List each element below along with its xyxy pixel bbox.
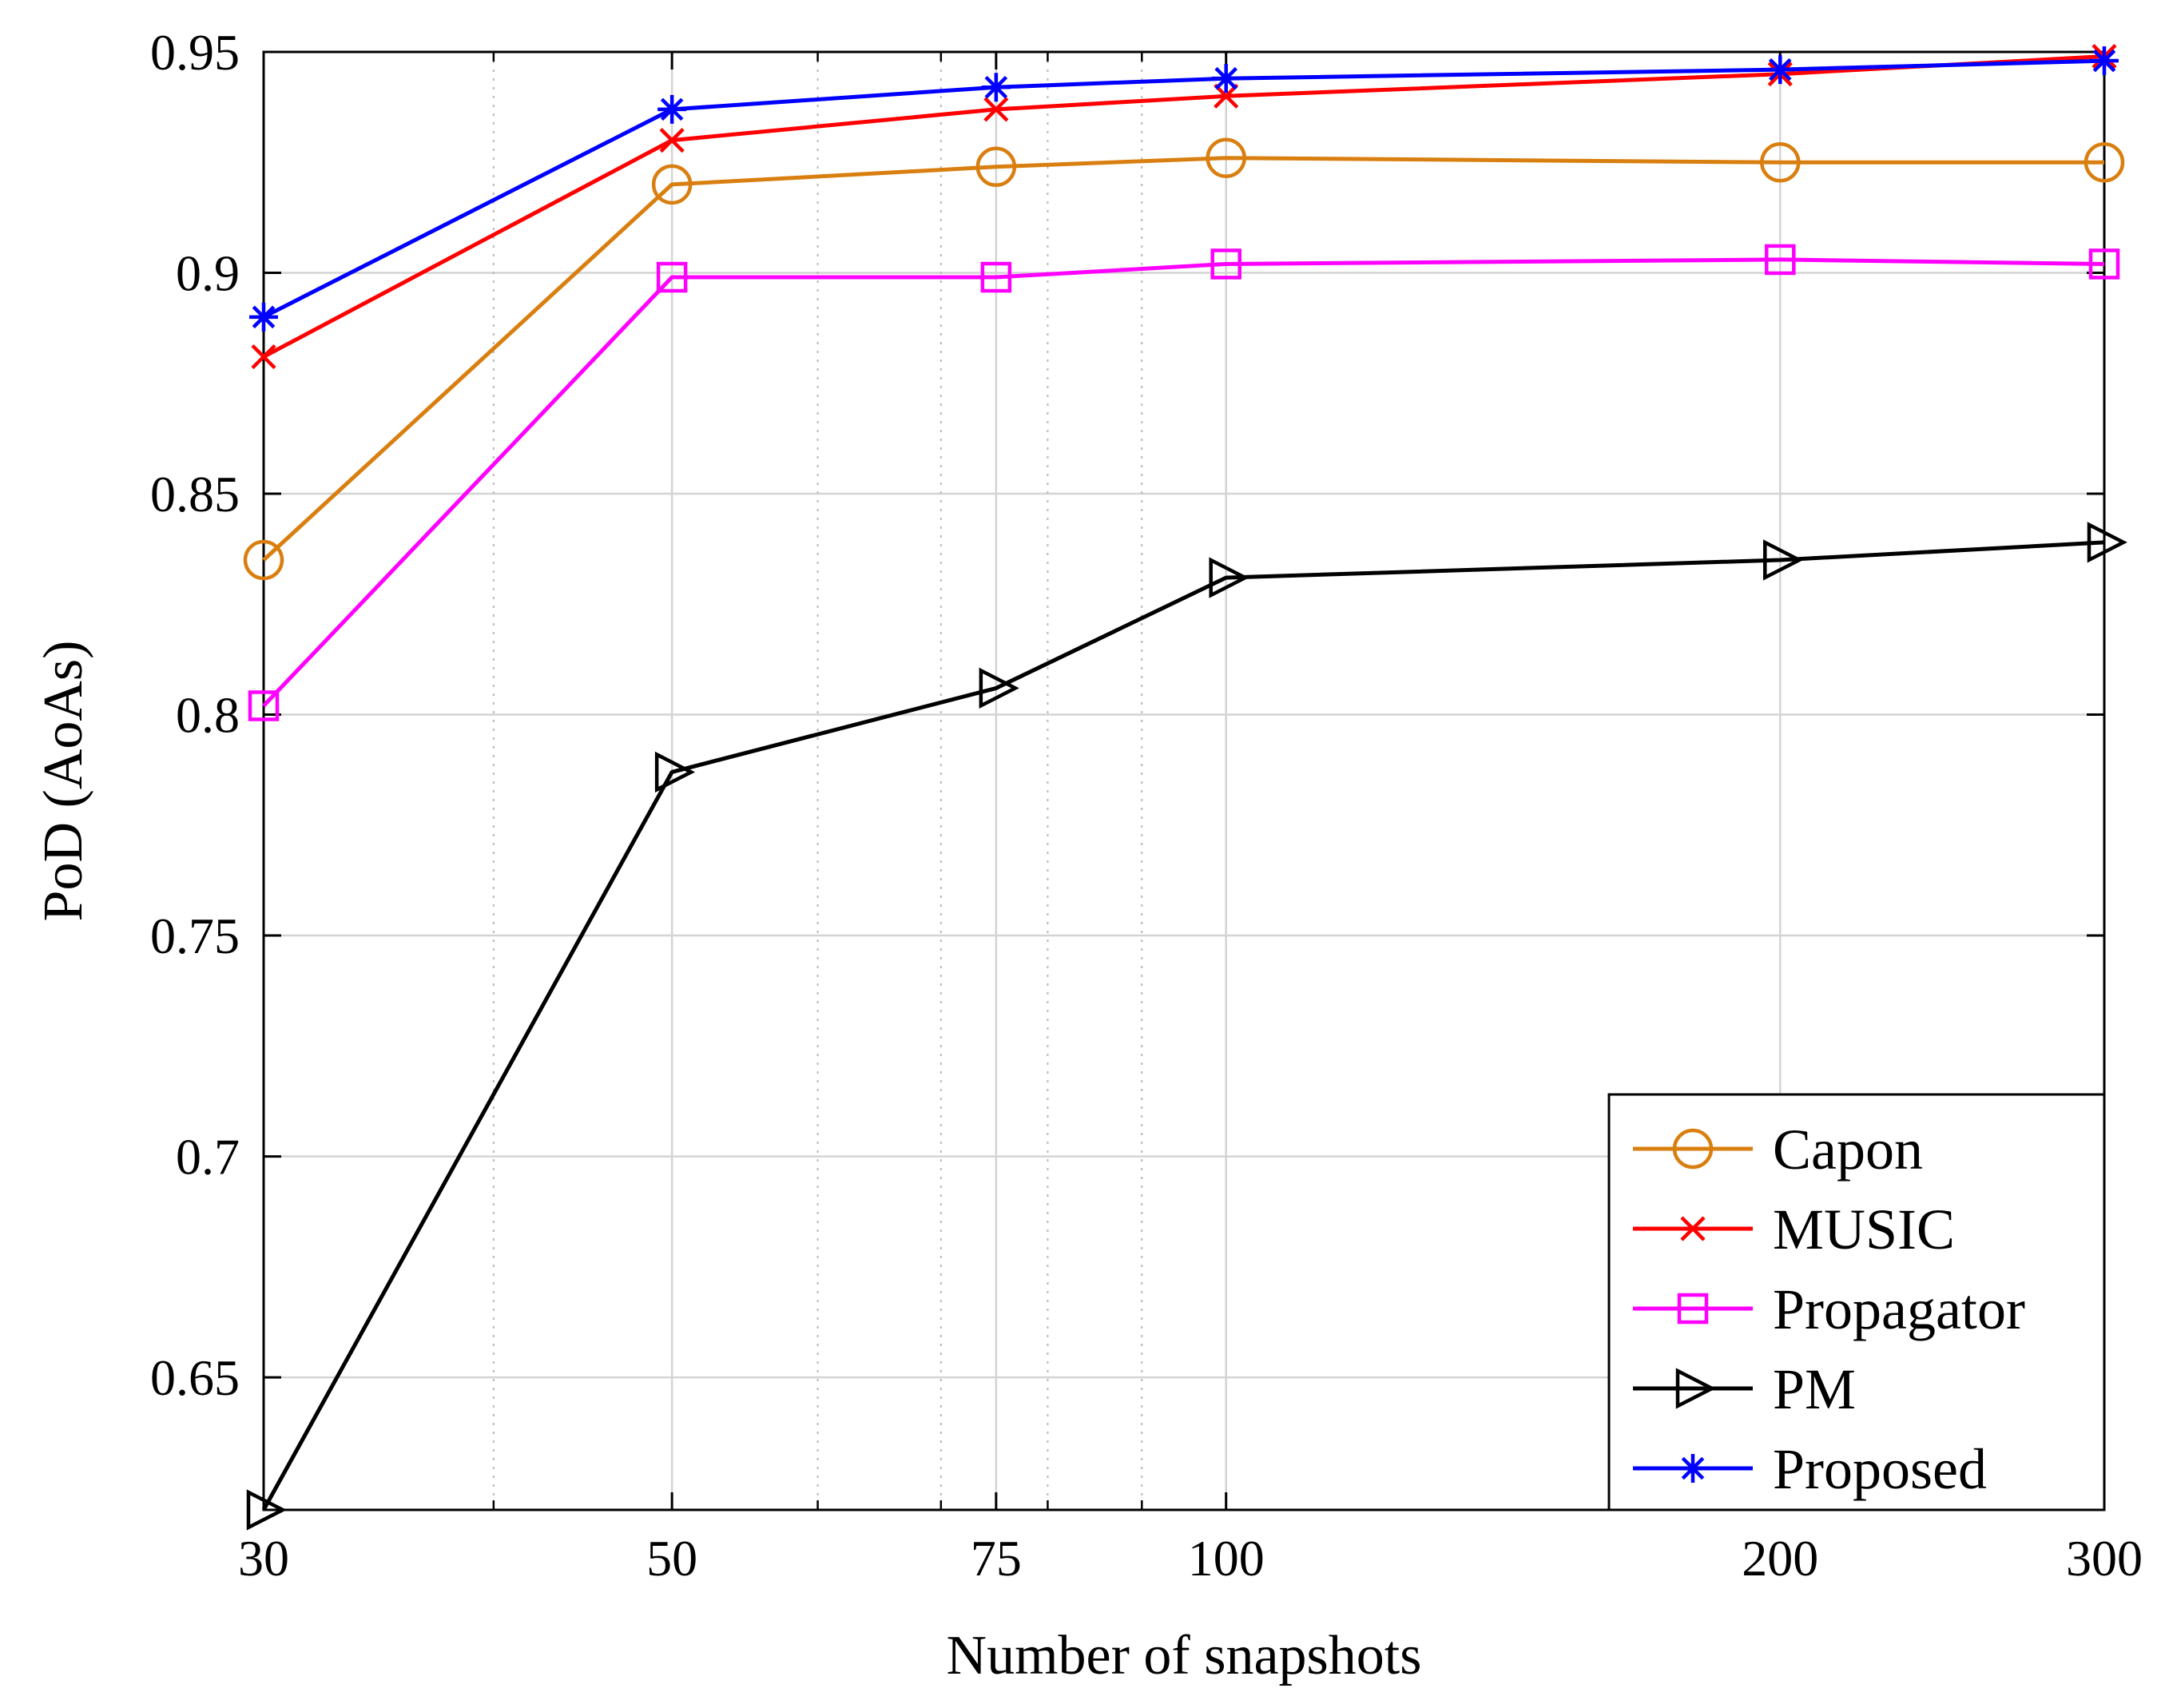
data-point [1206, 137, 1246, 178]
legend-marker [1677, 1293, 1709, 1325]
series-music [251, 43, 2117, 370]
data-point [2088, 248, 2120, 280]
x-tick-label: 30 [238, 1530, 289, 1587]
series-line-music [262, 54, 2105, 359]
legend-box [1607, 1093, 2106, 1511]
data-point [246, 1489, 287, 1531]
data-point [981, 73, 1011, 102]
legend-marker [1675, 1368, 1716, 1409]
data-point [2087, 522, 2127, 563]
data-point [243, 539, 284, 581]
x-axis-label: Number of snapshots [947, 1625, 1422, 1686]
legend-item-proposed: Proposed [1633, 1437, 1987, 1501]
data-point [657, 94, 687, 124]
series-line-pm [261, 540, 2105, 1511]
data-point [1210, 248, 1241, 280]
data-point [1760, 142, 1801, 183]
data-point [1766, 55, 1795, 85]
data-point [980, 261, 1012, 293]
legend-marker [1680, 1216, 1706, 1241]
legend-label: Capon [1773, 1118, 1923, 1182]
data-point [654, 751, 696, 793]
series-line-propagator [262, 257, 2105, 708]
x-tick-label: 50 [646, 1530, 697, 1587]
data-point [1763, 539, 1804, 581]
legend-label: MUSIC [1773, 1198, 1955, 1261]
legend-label: Propagator [1773, 1277, 2025, 1341]
legend-label: Proposed [1773, 1437, 1987, 1501]
legend-label: PM [1773, 1357, 1856, 1421]
y-tick-label: 0.65 [150, 1349, 240, 1406]
data-point [251, 344, 276, 370]
legend-item-capon: Capon [1633, 1118, 1923, 1182]
data-point [659, 128, 685, 153]
y-tick-label: 0.75 [150, 908, 240, 964]
data-point [656, 261, 688, 293]
series-propagator [248, 244, 2120, 721]
data-point [2084, 142, 2125, 183]
series-capon [243, 137, 2125, 581]
legend: Capon MUSIC Propagator PM Proposed [1607, 1093, 2106, 1511]
legend-item-music: MUSIC [1633, 1198, 1955, 1261]
series-line-proposed [262, 58, 2105, 320]
series-pm [246, 522, 2127, 1531]
series-proposed [249, 46, 2119, 332]
data-point [1765, 244, 1796, 276]
x-tick-label: 300 [2066, 1530, 2143, 1587]
axis-ticks: 0.65 0.7 0.75 0.8 0.85 0.9 0.95 30 50 75 100 200 300 [150, 24, 2143, 1587]
data-point [975, 146, 1017, 188]
data-point [1211, 64, 1241, 93]
legend-marker [1678, 1454, 1707, 1483]
data-series [243, 43, 2127, 1531]
y-tick-label: 0.95 [150, 24, 240, 81]
y-tick-label: 0.7 [176, 1129, 240, 1186]
legend-marker [1672, 1128, 1714, 1170]
data-point [983, 97, 1009, 122]
y-axis-label: PoD (AoAs) [33, 641, 94, 922]
legend-item-pm: PM [1633, 1357, 1856, 1421]
x-tick-label: 75 [971, 1530, 1022, 1587]
data-point [1214, 83, 1239, 109]
y-tick-label: 0.85 [150, 466, 240, 522]
data-point [248, 690, 280, 721]
x-tick-label: 100 [1188, 1530, 1265, 1587]
data-point [651, 164, 693, 205]
data-point [249, 302, 278, 332]
data-point [2090, 46, 2119, 76]
data-point [1209, 557, 1249, 598]
plot-frame [262, 50, 2106, 1511]
legend-item-propagator: Propagator [1633, 1277, 2025, 1341]
data-point [979, 667, 1019, 709]
y-tick-label: 0.8 [176, 687, 240, 744]
x-tick-label: 200 [1742, 1530, 1818, 1587]
y-tick-label: 0.9 [176, 245, 240, 302]
series-line-capon [262, 156, 2104, 562]
